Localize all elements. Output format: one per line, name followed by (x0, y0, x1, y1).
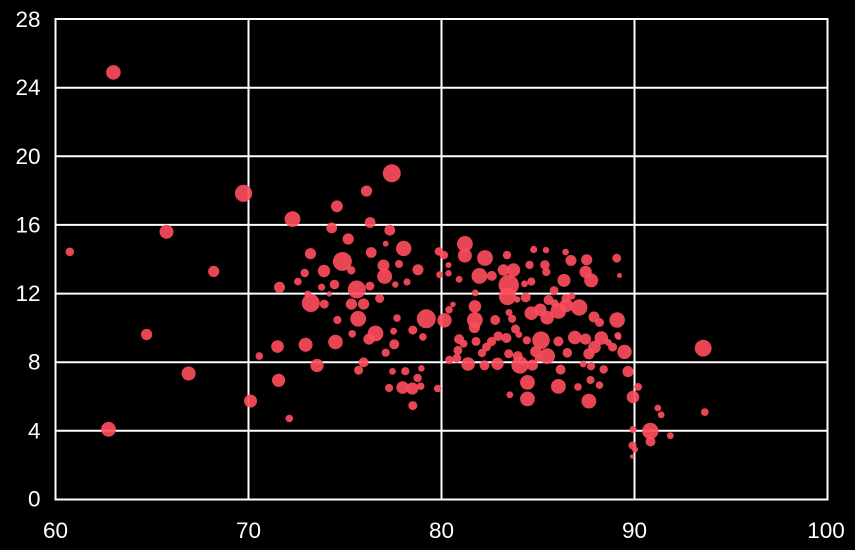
svg-text:4: 4 (28, 418, 41, 443)
svg-text:80: 80 (429, 518, 454, 543)
svg-text:100: 100 (807, 518, 845, 543)
svg-text:12: 12 (15, 281, 40, 306)
svg-text:60: 60 (43, 518, 68, 543)
svg-text:90: 90 (622, 518, 647, 543)
svg-text:28: 28 (15, 7, 40, 32)
svg-text:16: 16 (15, 212, 40, 237)
svg-text:20: 20 (15, 144, 40, 169)
svg-text:8: 8 (28, 350, 41, 375)
svg-text:70: 70 (236, 518, 261, 543)
svg-text:24: 24 (15, 75, 40, 100)
svg-text:0: 0 (28, 487, 41, 512)
